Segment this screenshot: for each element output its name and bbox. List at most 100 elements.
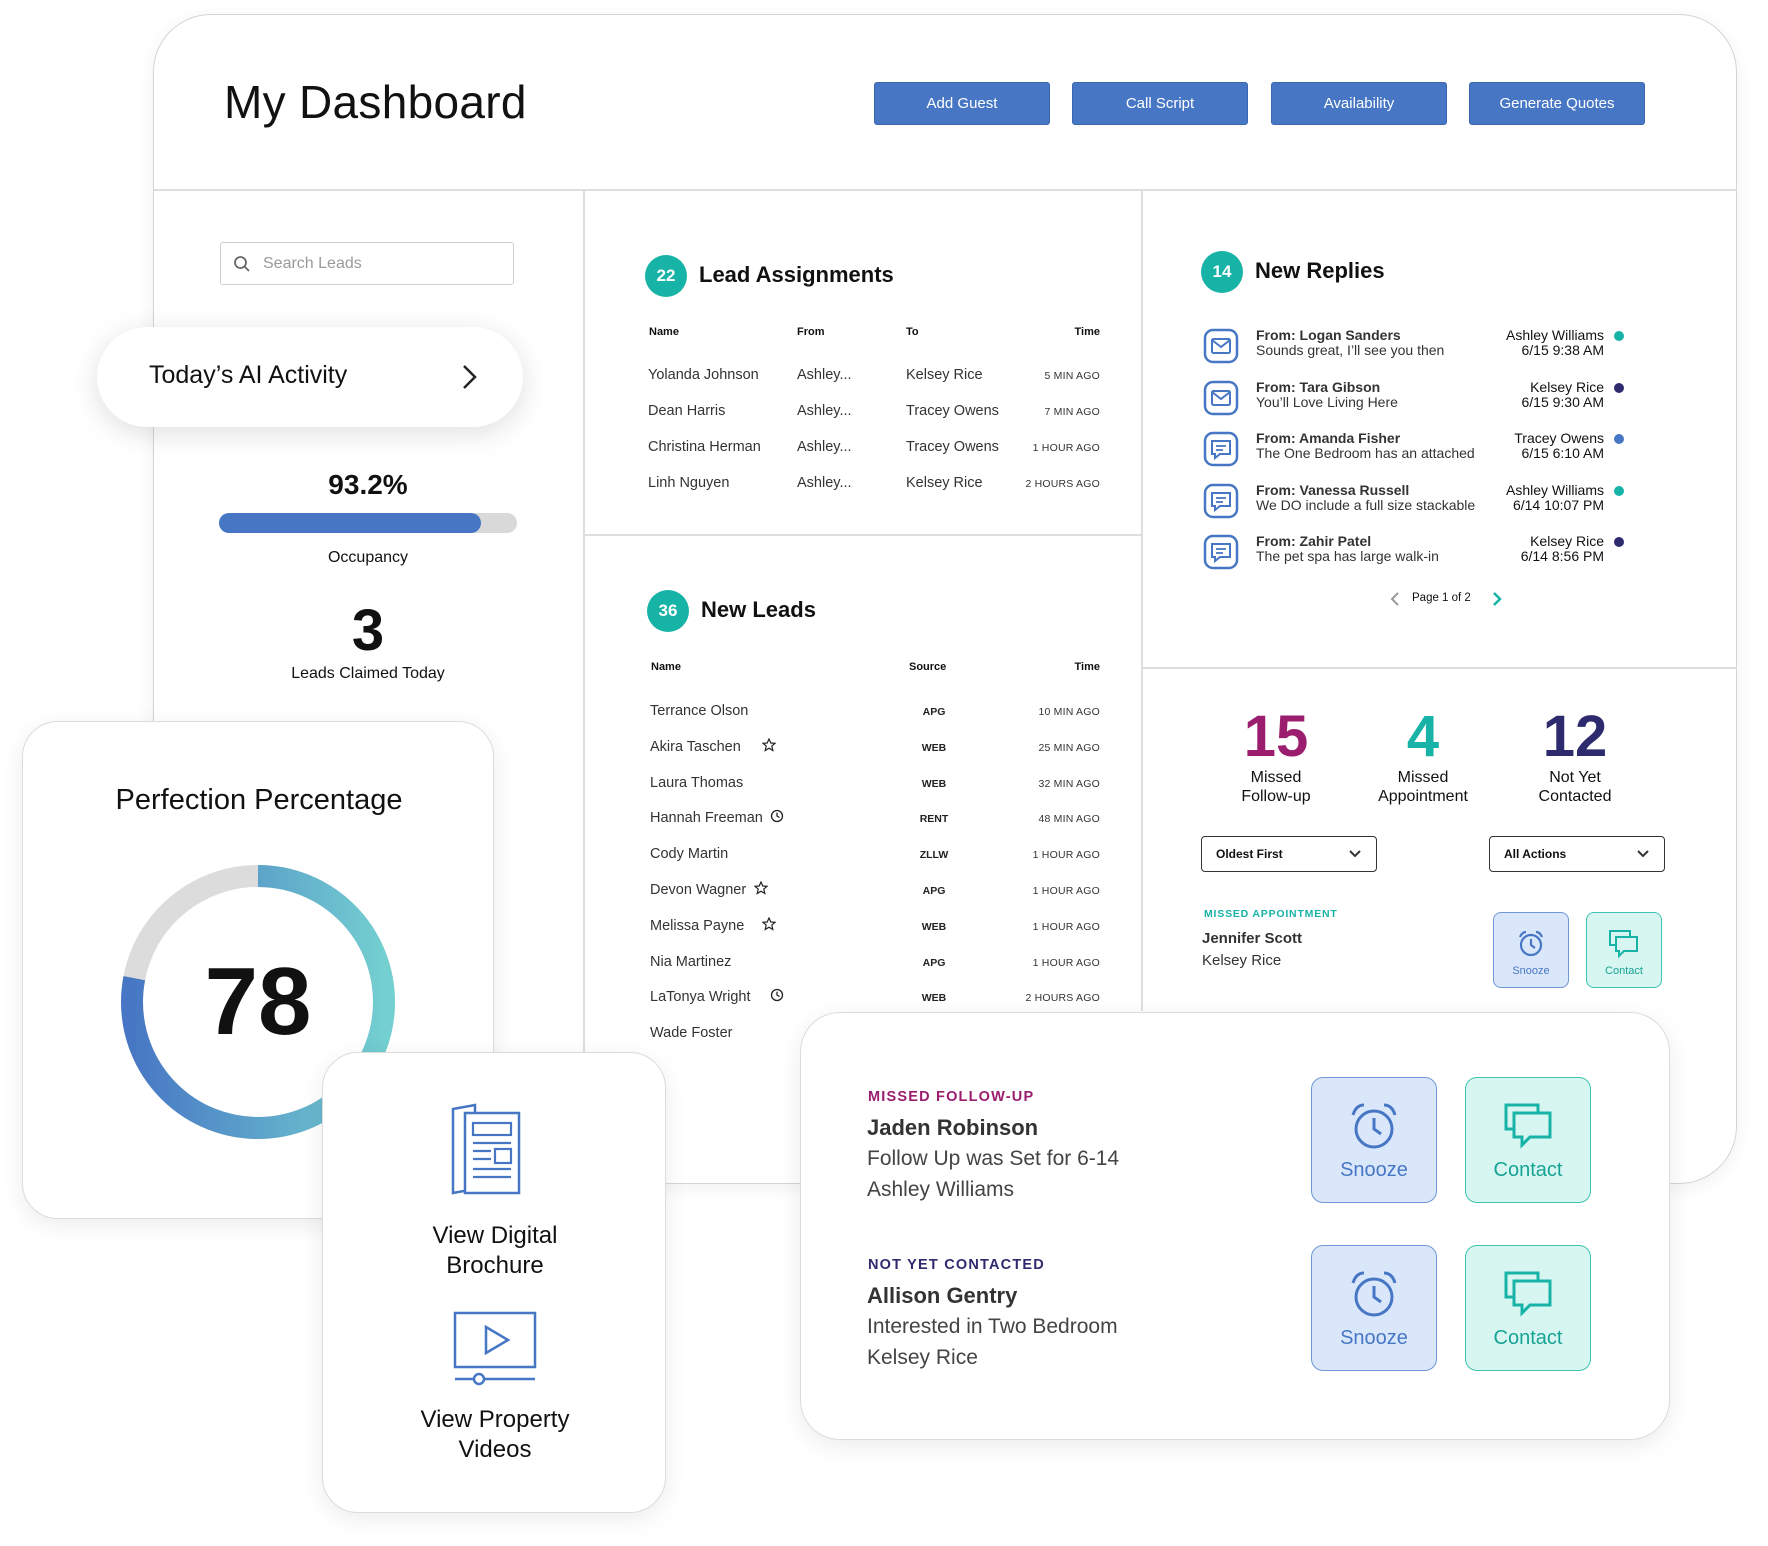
view-brochure-button[interactable]: View Digital Brochure bbox=[323, 1103, 667, 1303]
assignment-time: 5 MIN AGO bbox=[1044, 370, 1100, 382]
lead-name[interactable]: Devon Wagner bbox=[650, 882, 747, 898]
perfection-title: Perfection Percentage bbox=[115, 784, 403, 816]
occupancy-bar bbox=[219, 513, 517, 533]
assigned-from: Ashley... bbox=[797, 367, 852, 383]
missed-follow-up-stat[interactable]: 15 Missed Follow-up bbox=[1196, 703, 1356, 823]
assigned-from: Ashley... bbox=[797, 439, 852, 455]
agent-status-dot bbox=[1614, 537, 1624, 547]
lead-name[interactable]: Dean Harris bbox=[648, 403, 726, 419]
contact-button[interactable]: Contact bbox=[1465, 1077, 1591, 1203]
action-category-label: MISSED APPOINTMENT bbox=[1204, 908, 1338, 920]
action-items-card: MISSED FOLLOW-UP Jaden Robinson Follow Up … bbox=[800, 1012, 1670, 1440]
lead-name[interactable]: LaTonya Wright bbox=[650, 989, 751, 1006]
alarm-clock-icon bbox=[1518, 930, 1544, 957]
lead-name[interactable]: Melissa Payne bbox=[650, 917, 745, 934]
perfection-value: 78 bbox=[204, 948, 312, 1055]
search-icon bbox=[234, 255, 250, 272]
contact-button[interactable]: Contact bbox=[1465, 1245, 1591, 1371]
contact-label: Contact bbox=[1493, 1327, 1563, 1349]
view-videos-button[interactable]: View Property Videos bbox=[323, 1311, 667, 1491]
generate-quotes-button[interactable]: Generate Quotes bbox=[1469, 82, 1645, 125]
lead-time: 10 MIN AGO bbox=[1038, 706, 1100, 718]
reply-sender[interactable]: From: Vanessa Russell bbox=[1256, 481, 1410, 498]
lead-source: APG bbox=[922, 706, 946, 718]
lead-name[interactable]: Hannah Freeman bbox=[650, 810, 763, 827]
action-category-label: NOT YET CONTACTED bbox=[868, 1257, 1045, 1273]
reply-date: 6/14 8:56 PM bbox=[1520, 548, 1604, 564]
lead-name[interactable]: Akira Taschen bbox=[650, 738, 741, 755]
reply-preview: The pet spa has large walk-in bbox=[1256, 548, 1439, 564]
sort-dropdown[interactable]: Oldest First bbox=[1201, 836, 1377, 872]
lead-source: WEB bbox=[921, 920, 947, 933]
contact-button[interactable]: Contact bbox=[1586, 912, 1662, 988]
new-leads-title: New Leads bbox=[701, 597, 816, 622]
column-header-time: Time bbox=[1074, 326, 1100, 338]
action-lead-name[interactable]: Jaden Robinson bbox=[867, 1115, 1039, 1140]
chat-icon bbox=[1203, 534, 1239, 570]
reply-sender[interactable]: From: Amanda Fisher bbox=[1256, 430, 1401, 446]
chat-icon bbox=[1203, 431, 1239, 467]
star-icon bbox=[754, 881, 768, 895]
snooze-button[interactable]: Snooze bbox=[1493, 912, 1569, 988]
missed-appointment-stat[interactable]: 4 Missed Appointment bbox=[1343, 703, 1503, 823]
column-header-name: Name bbox=[651, 661, 681, 673]
assigned-to: Tracey Owens bbox=[906, 403, 999, 419]
agent-status-dot bbox=[1614, 331, 1624, 341]
actions-filter-dropdown[interactable]: All Actions bbox=[1489, 836, 1665, 872]
lead-assignments-count-badge: 22 bbox=[645, 255, 687, 297]
lead-source: WEB bbox=[921, 777, 947, 790]
videos-label: View Property Videos bbox=[420, 1406, 570, 1463]
column-divider bbox=[1141, 189, 1143, 1011]
lead-source: WEB bbox=[921, 992, 947, 1005]
mail-icon bbox=[1203, 328, 1239, 364]
lead-source: APG bbox=[922, 885, 946, 897]
lead-name[interactable]: Cody Martin bbox=[650, 846, 729, 863]
call-script-button[interactable]: Call Script bbox=[1072, 82, 1248, 125]
assigned-to: Kelsey Rice bbox=[906, 367, 983, 383]
search-input[interactable]: Search Leads bbox=[220, 242, 514, 285]
chevron-down-icon bbox=[1349, 850, 1361, 858]
next-page-icon[interactable] bbox=[1492, 591, 1502, 607]
snooze-button[interactable]: Snooze bbox=[1311, 1077, 1437, 1203]
reply-sender[interactable]: From: Tara Gibson bbox=[1256, 378, 1381, 395]
star-icon bbox=[762, 737, 776, 752]
lead-name[interactable]: Christina Herman bbox=[648, 439, 761, 455]
chat-icon bbox=[1504, 1103, 1552, 1149]
lead-time: 32 MIN AGO bbox=[1038, 777, 1100, 790]
reply-sender[interactable]: From: Zahir Patel bbox=[1256, 533, 1372, 549]
not-yet-contacted-stat[interactable]: 12 Not Yet Contacted bbox=[1495, 703, 1655, 823]
agent-status-dot bbox=[1614, 485, 1624, 496]
alarm-clock-icon bbox=[1351, 1103, 1397, 1149]
lead-name[interactable]: Wade Foster bbox=[650, 1025, 733, 1042]
availability-button[interactable]: Availability bbox=[1271, 82, 1447, 125]
reply-preview: Sounds great, I’ll see you then bbox=[1256, 342, 1445, 358]
action-category-label: MISSED FOLLOW-UP bbox=[868, 1089, 1035, 1105]
lead-name[interactable]: Yolanda Johnson bbox=[648, 367, 759, 383]
missed-follow-up-count: 15 bbox=[1243, 704, 1309, 769]
lead-time: 1 HOUR AGO bbox=[1032, 956, 1100, 969]
lead-name[interactable]: Linh Nguyen bbox=[648, 475, 730, 491]
action-lead-name[interactable]: Allison Gentry bbox=[867, 1283, 1018, 1308]
new-replies-count-badge: 14 bbox=[1201, 251, 1243, 293]
actions-filter-value: All Actions bbox=[1504, 847, 1567, 861]
stat-label-line: Appointment bbox=[1378, 788, 1468, 805]
add-guest-button[interactable]: Add Guest bbox=[874, 82, 1050, 125]
snooze-button[interactable]: Snooze bbox=[1311, 1245, 1437, 1371]
lead-source: RENT bbox=[919, 813, 949, 826]
lead-name[interactable]: Nia Martinez bbox=[650, 953, 732, 970]
lead-name[interactable]: Terrance Olson bbox=[650, 703, 749, 719]
clock-icon bbox=[770, 810, 784, 823]
snooze-label: Snooze bbox=[1340, 1327, 1408, 1349]
reply-date: 6/15 6:10 AM bbox=[1521, 445, 1604, 461]
ai-activity-button[interactable]: Today’s AI Activity bbox=[97, 327, 523, 427]
perfection-donut-chart bbox=[121, 865, 395, 1139]
new-leads-count-badge: 36 bbox=[647, 590, 689, 632]
reply-sender[interactable]: From: Logan Sanders bbox=[1256, 327, 1401, 343]
lead-name[interactable]: Laura Thomas bbox=[650, 774, 744, 791]
chat-icon bbox=[1609, 930, 1638, 959]
not-yet-contacted-count: 12 bbox=[1542, 704, 1608, 769]
reply-agent: Kelsey Rice bbox=[1530, 533, 1604, 549]
previous-page-icon[interactable] bbox=[1390, 591, 1400, 607]
reply-preview: The One Bedroom has an attached bbox=[1256, 445, 1475, 461]
star-icon bbox=[762, 916, 776, 931]
